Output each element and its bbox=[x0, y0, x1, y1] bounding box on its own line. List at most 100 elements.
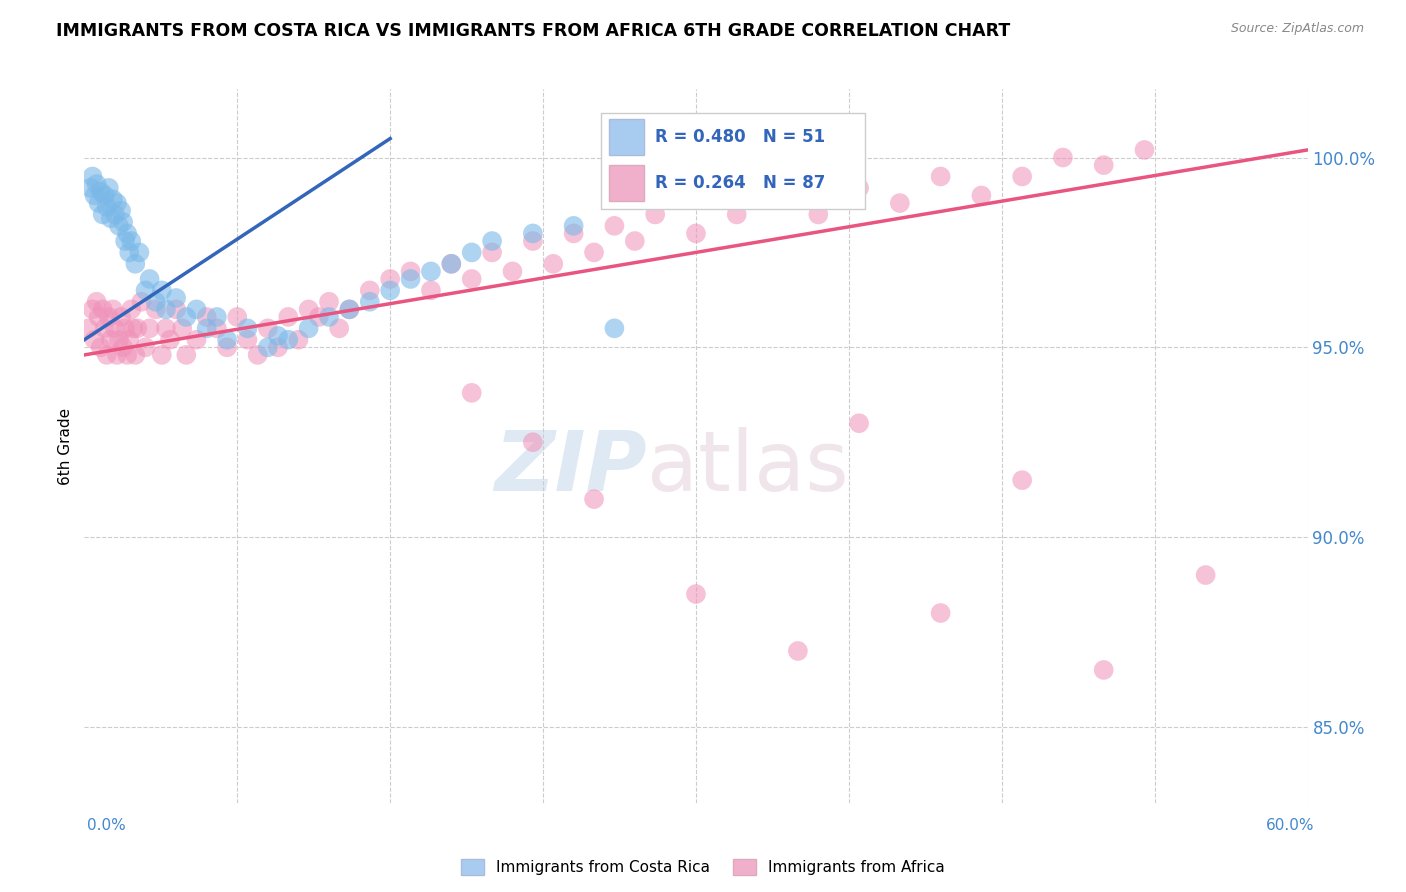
Point bbox=[522, 227, 544, 241]
Point bbox=[970, 188, 993, 202]
Point bbox=[420, 284, 443, 298]
Point bbox=[110, 310, 132, 324]
Point bbox=[112, 215, 135, 229]
Point bbox=[420, 264, 443, 278]
Point bbox=[205, 321, 228, 335]
Point bbox=[267, 329, 290, 343]
Point bbox=[644, 207, 666, 221]
Text: Source: ZipAtlas.com: Source: ZipAtlas.com bbox=[1230, 22, 1364, 36]
Point bbox=[583, 492, 606, 507]
Text: R = 0.480   N = 51: R = 0.480 N = 51 bbox=[655, 128, 825, 145]
Point bbox=[725, 207, 748, 221]
Point bbox=[93, 188, 117, 202]
Point bbox=[257, 340, 280, 354]
Y-axis label: 6th Grade: 6th Grade bbox=[58, 408, 73, 484]
Point bbox=[128, 245, 150, 260]
Point bbox=[236, 333, 259, 347]
Point bbox=[685, 587, 707, 601]
Point bbox=[82, 169, 104, 184]
Point bbox=[246, 348, 269, 362]
Point bbox=[150, 348, 173, 362]
Point bbox=[124, 257, 146, 271]
Point bbox=[90, 340, 112, 354]
Point bbox=[165, 291, 187, 305]
Point bbox=[359, 294, 381, 309]
Point bbox=[502, 264, 524, 278]
Point bbox=[1133, 143, 1156, 157]
Point bbox=[1011, 169, 1033, 184]
Point bbox=[174, 348, 197, 362]
Point bbox=[83, 333, 105, 347]
Point bbox=[318, 310, 340, 324]
Point bbox=[118, 333, 141, 347]
Point bbox=[97, 310, 120, 324]
Point bbox=[155, 321, 177, 335]
Point bbox=[93, 321, 117, 335]
Point bbox=[1195, 568, 1218, 582]
FancyBboxPatch shape bbox=[609, 119, 644, 154]
Point bbox=[277, 310, 299, 324]
Point bbox=[104, 207, 127, 221]
Point bbox=[236, 321, 259, 335]
Point bbox=[101, 302, 124, 317]
Point bbox=[172, 321, 194, 335]
Point bbox=[195, 321, 218, 335]
Point bbox=[685, 227, 707, 241]
Point bbox=[787, 644, 810, 658]
Point bbox=[267, 340, 290, 354]
Point bbox=[461, 385, 484, 400]
Point bbox=[889, 196, 911, 211]
Point bbox=[86, 294, 108, 309]
Point bbox=[298, 302, 321, 317]
Point bbox=[277, 333, 299, 347]
Point bbox=[110, 203, 132, 218]
Point bbox=[339, 302, 361, 317]
Point bbox=[205, 310, 228, 324]
Point bbox=[77, 321, 100, 335]
Point bbox=[929, 606, 952, 620]
Point bbox=[848, 181, 870, 195]
Point bbox=[135, 284, 157, 298]
Point bbox=[165, 302, 187, 317]
Point bbox=[108, 333, 131, 347]
Point bbox=[138, 272, 160, 286]
Point bbox=[100, 211, 122, 226]
Point bbox=[195, 310, 218, 324]
Point bbox=[118, 245, 141, 260]
Point bbox=[562, 219, 585, 233]
Point bbox=[562, 227, 585, 241]
Point bbox=[101, 192, 124, 206]
Point bbox=[1011, 473, 1033, 487]
Point bbox=[114, 321, 136, 335]
Point bbox=[87, 310, 110, 324]
Text: IMMIGRANTS FROM COSTA RICA VS IMMIGRANTS FROM AFRICA 6TH GRADE CORRELATION CHART: IMMIGRANTS FROM COSTA RICA VS IMMIGRANTS… bbox=[56, 22, 1011, 40]
Point bbox=[308, 310, 330, 324]
Point bbox=[86, 177, 108, 191]
Point bbox=[159, 333, 181, 347]
Point bbox=[583, 245, 606, 260]
Point bbox=[138, 321, 160, 335]
Point bbox=[96, 348, 118, 362]
Point bbox=[114, 234, 136, 248]
Point bbox=[108, 219, 131, 233]
Point bbox=[91, 302, 114, 317]
Point bbox=[522, 234, 544, 248]
Text: R = 0.264   N = 87: R = 0.264 N = 87 bbox=[655, 174, 825, 192]
Point bbox=[848, 416, 870, 430]
Point bbox=[150, 284, 173, 298]
Point bbox=[145, 294, 167, 309]
Point bbox=[186, 302, 208, 317]
Point bbox=[97, 181, 120, 195]
Point bbox=[318, 294, 340, 309]
Point bbox=[83, 188, 105, 202]
Point bbox=[145, 302, 167, 317]
Point bbox=[87, 196, 110, 211]
Legend: Immigrants from Costa Rica, Immigrants from Africa: Immigrants from Costa Rica, Immigrants f… bbox=[461, 860, 945, 875]
Text: 60.0%: 60.0% bbox=[1267, 818, 1315, 832]
Point bbox=[440, 257, 463, 271]
Point bbox=[115, 227, 138, 241]
Point bbox=[440, 257, 463, 271]
Point bbox=[104, 321, 127, 335]
Point bbox=[461, 272, 484, 286]
Point bbox=[461, 245, 484, 260]
